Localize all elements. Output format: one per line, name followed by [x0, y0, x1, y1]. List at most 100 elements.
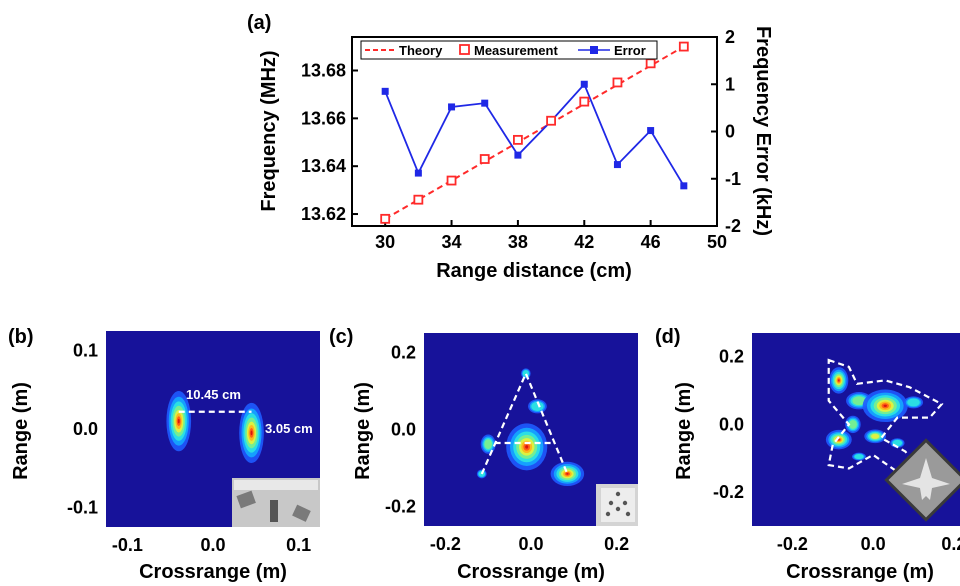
panel-d-inset-photo: [884, 438, 960, 522]
hotspot-contour: [883, 404, 887, 408]
panel-a-letter: (a): [247, 12, 271, 34]
panel-c-y-axis-label: Range (m): [352, 382, 374, 480]
hotspot: [521, 368, 531, 379]
error-point: [613, 161, 621, 169]
y-tick-label: 0.1: [73, 341, 98, 361]
error-point: [414, 169, 422, 177]
y2-tick-label: 1: [725, 74, 735, 94]
hotspot: [550, 461, 585, 486]
panel-d-letter: (d): [655, 326, 681, 348]
x-tick-label: -0.1: [112, 535, 143, 555]
x-tick-label: 50: [707, 232, 727, 252]
x-tick-label: 34: [442, 232, 462, 252]
panel-b-separation-label: 10.45 cm: [186, 387, 241, 402]
inset-target: [615, 491, 621, 497]
panel-b-two-target-map: (b) 10.45 cm 3.05 cm -0.1 0.0 0.10.10.0-0.…: [8, 326, 320, 583]
inset-airplane-model: [902, 458, 950, 500]
hotspot-contour: [852, 396, 866, 406]
measurement-point: [380, 213, 391, 224]
panel-b-offset-label: 3.05 cm: [265, 421, 313, 436]
hotspot-contour: [525, 445, 529, 449]
panel-c-letter: (c): [329, 326, 353, 348]
y2-tick-label: -1: [725, 169, 741, 189]
hotspot: [166, 391, 192, 452]
error-line: [384, 82, 685, 187]
panel-b-inset-photo: [232, 478, 320, 527]
panel-a-series: [380, 41, 689, 224]
y2-tick-label: 2: [725, 27, 735, 47]
measurement-point: [612, 77, 623, 88]
inset-ruler: [234, 480, 318, 490]
panel-d-axes: -0.2 0.0 0.2 0.2 0.0 -0.2: [713, 347, 960, 554]
y-tick-label: 0.0: [391, 420, 416, 440]
measurement-point: [413, 194, 424, 205]
panel-a-right-y-axis-label: Frequency Error (kHz): [752, 26, 774, 236]
panel-b-axes: -0.1 0.0 0.1 0.1 0.0 -0.1: [67, 341, 311, 555]
x-tick-label: 0.1: [286, 535, 311, 555]
inset-target: [625, 511, 631, 517]
x-tick-label: 46: [641, 232, 661, 252]
y-tick-label: 13.64: [301, 156, 346, 176]
y-tick-label: 0.2: [719, 347, 744, 367]
legend-error-label: Error: [614, 43, 646, 58]
hotspot-contour: [848, 419, 857, 429]
panel-b-letter: (b): [8, 326, 34, 348]
hotspot-contour: [177, 418, 180, 424]
error-point: [448, 103, 456, 111]
panel-b-y-axis-label: Range (m): [10, 382, 32, 480]
y2-tick-label: -2: [725, 216, 741, 236]
measurement-point: [678, 41, 689, 52]
y-tick-label: 13.68: [301, 60, 346, 80]
panel-a-frequency-chart: (a) 30 34 38 42 46 50 13.62 13.64 13.66 13.68 2 1 0 -…: [247, 12, 774, 282]
x-tick-label: 0.2: [604, 534, 629, 554]
x-tick-label: 0.2: [941, 534, 960, 554]
panel-a-legend: Theory Measurement Error: [360, 40, 658, 60]
error-point: [381, 87, 389, 95]
y-tick-label: 13.62: [301, 204, 346, 224]
panel-a-axes: 30 34 38 42 46 50 13.62 13.64 13.66 13.68 2 1 0 -1 -2: [301, 27, 741, 252]
x-tick-label: 42: [574, 232, 594, 252]
x-tick-label: 0.0: [861, 534, 886, 554]
y-tick-label: 0.0: [73, 419, 98, 439]
measurement-point: [546, 115, 556, 126]
panel-b-x-axis-label: Crossrange (m): [139, 561, 287, 583]
x-tick-label: 30: [375, 232, 395, 252]
error-point: [481, 99, 489, 107]
hotspot-contour: [838, 379, 840, 382]
measurement-point: [579, 96, 590, 107]
hotspot: [825, 429, 852, 450]
hotspot: [480, 434, 496, 454]
y-tick-label: -0.2: [385, 497, 416, 517]
legend-box: [360, 40, 658, 60]
legend-error-swatch: [590, 46, 598, 54]
y-tick-label: 0.2: [391, 342, 416, 362]
error-point: [580, 80, 588, 88]
inset-reflector-right: [292, 504, 311, 522]
hotspot-contour: [484, 439, 493, 450]
hotspot: [528, 399, 547, 414]
hotspot: [476, 469, 487, 479]
panel-b-hotspots: [166, 391, 264, 464]
panel-d-y-axis-label: Range (m): [673, 382, 695, 480]
x-tick-label: 0.0: [200, 535, 225, 555]
inset-target: [608, 500, 614, 506]
x-tick-label: 0.0: [518, 534, 543, 554]
legend-theory-label: Theory: [399, 43, 443, 58]
hotspot: [239, 402, 264, 464]
panel-c-axes: -0.2 0.0 0.2 0.2 0.0 -0.2: [385, 342, 629, 554]
error-point: [680, 182, 688, 190]
hotspot-contour: [250, 430, 253, 436]
hotspot: [852, 452, 866, 461]
legend-measurement-swatch: [459, 44, 470, 55]
measurement-point: [513, 134, 523, 145]
error-point: [647, 127, 655, 135]
inset-reflector-left: [236, 490, 256, 509]
hotspot-contour: [531, 401, 544, 411]
panel-c-inset-photo: [596, 484, 638, 526]
panel-d-hotspots: [825, 367, 924, 466]
hotspot: [506, 423, 548, 471]
panel-c-letter-a-map: (c) -0.2 0.0 0.20.20.0-0.2 Crossrange (m) …: [329, 326, 638, 583]
y-tick-label: -0.1: [67, 497, 98, 517]
legend-measurement-label: Measurement: [474, 43, 558, 58]
